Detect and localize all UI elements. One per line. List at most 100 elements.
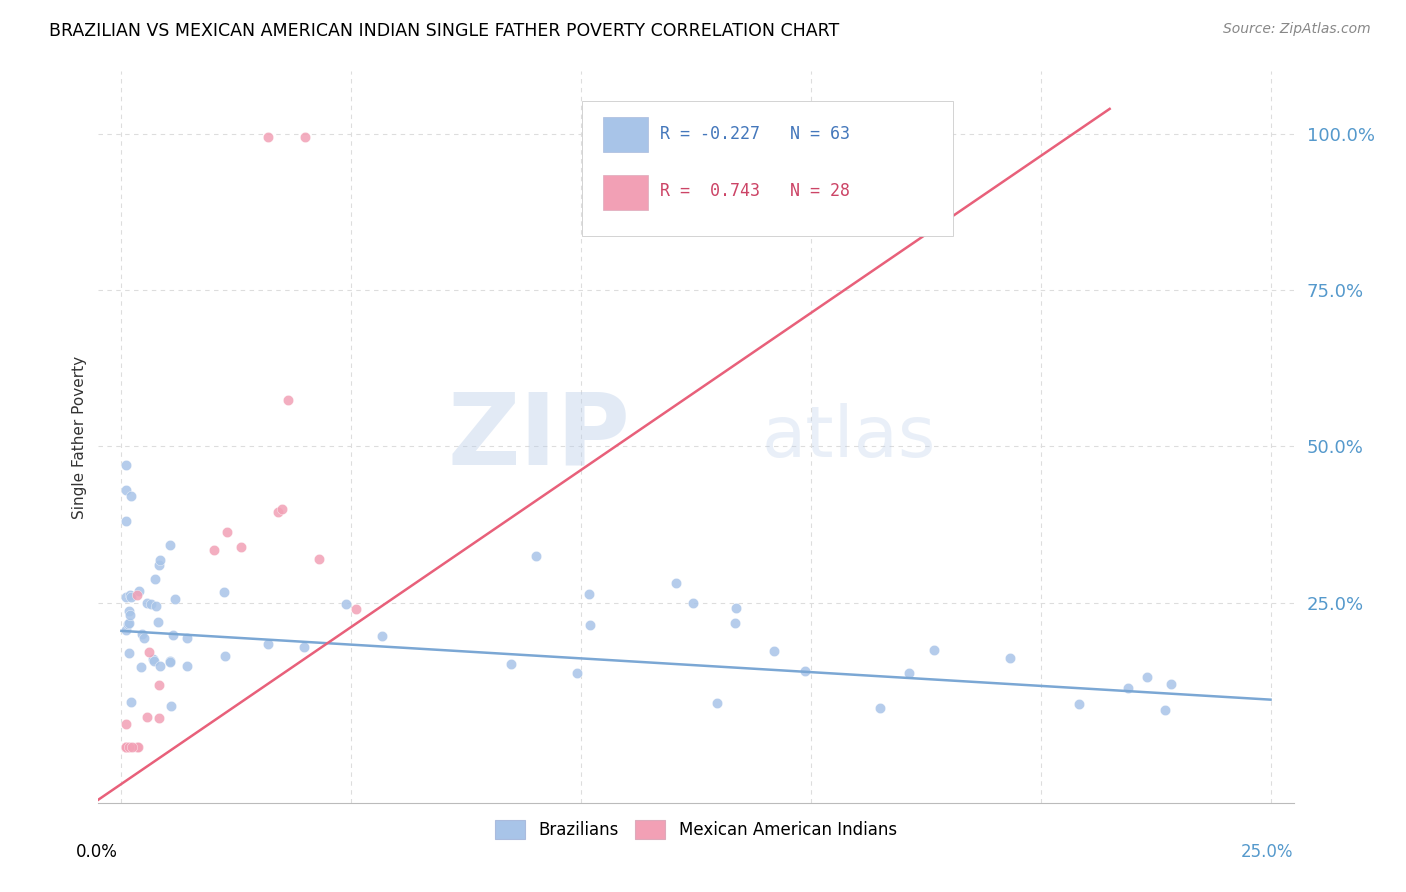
Point xyxy=(159,655,181,669)
Point xyxy=(1069,697,1091,711)
Point xyxy=(724,601,747,615)
Text: R = -0.227   N = 63: R = -0.227 N = 63 xyxy=(661,125,851,143)
Point xyxy=(176,658,198,673)
Point xyxy=(148,615,170,630)
Point xyxy=(159,538,181,552)
Point xyxy=(139,597,162,611)
Point xyxy=(120,588,142,602)
Point xyxy=(132,631,155,645)
Point xyxy=(869,701,891,715)
Point xyxy=(120,590,142,604)
Point xyxy=(148,677,170,691)
Text: Source: ZipAtlas.com: Source: ZipAtlas.com xyxy=(1223,22,1371,37)
Point xyxy=(335,597,357,611)
Point xyxy=(344,602,367,616)
Point xyxy=(271,502,294,516)
Point xyxy=(142,655,165,669)
Point xyxy=(159,654,181,668)
Point xyxy=(793,664,815,678)
Point xyxy=(212,585,235,599)
Point xyxy=(148,558,170,572)
Text: R =  0.743   N = 28: R = 0.743 N = 28 xyxy=(661,182,851,200)
Point xyxy=(115,739,138,754)
Point xyxy=(578,618,600,632)
Point xyxy=(1160,677,1182,691)
Point xyxy=(162,628,184,642)
Point xyxy=(277,393,299,408)
Point xyxy=(145,599,167,613)
Point xyxy=(165,591,187,606)
Point xyxy=(118,646,141,660)
Point xyxy=(501,657,523,671)
Point xyxy=(115,739,138,754)
Point xyxy=(202,543,225,558)
Point xyxy=(1116,681,1139,695)
Text: ZIP: ZIP xyxy=(447,389,630,485)
FancyBboxPatch shape xyxy=(582,101,953,235)
Point xyxy=(149,553,172,567)
Point xyxy=(308,552,330,566)
Point xyxy=(115,623,138,637)
FancyBboxPatch shape xyxy=(603,117,648,152)
Point xyxy=(292,640,315,654)
Point xyxy=(257,637,280,651)
Point xyxy=(121,739,143,754)
Point xyxy=(129,660,152,674)
Point xyxy=(118,615,141,630)
Point xyxy=(565,665,588,680)
Point xyxy=(115,739,138,754)
Y-axis label: Single Father Poverty: Single Father Poverty xyxy=(72,356,87,518)
Point xyxy=(922,643,945,657)
Point xyxy=(1154,703,1177,717)
Point xyxy=(294,130,316,145)
Point xyxy=(664,575,686,590)
Point xyxy=(115,483,138,498)
Point xyxy=(120,695,142,709)
Point xyxy=(257,130,280,145)
Text: BRAZILIAN VS MEXICAN AMERICAN INDIAN SINGLE FATHER POVERTY CORRELATION CHART: BRAZILIAN VS MEXICAN AMERICAN INDIAN SIN… xyxy=(49,22,839,40)
Point xyxy=(724,615,747,630)
Point xyxy=(115,739,138,754)
Point xyxy=(143,573,166,587)
Point xyxy=(1136,670,1159,684)
Point xyxy=(115,739,138,754)
Point xyxy=(118,739,141,754)
Point xyxy=(125,739,148,754)
Point xyxy=(578,587,600,601)
Point xyxy=(115,590,138,604)
Point xyxy=(131,627,153,641)
Point xyxy=(136,710,159,724)
Text: 0.0%: 0.0% xyxy=(76,843,117,861)
Point xyxy=(149,658,172,673)
Point xyxy=(998,650,1021,665)
Point xyxy=(115,515,138,529)
Point xyxy=(371,629,394,643)
Point xyxy=(229,540,252,554)
Legend: Brazilians, Mexican American Indians: Brazilians, Mexican American Indians xyxy=(488,814,904,846)
Point xyxy=(127,588,149,602)
Text: 25.0%: 25.0% xyxy=(1241,843,1294,861)
Point xyxy=(682,596,704,610)
Point xyxy=(120,607,142,622)
Point xyxy=(115,717,138,731)
Text: atlas: atlas xyxy=(762,402,936,472)
Point xyxy=(142,652,165,666)
FancyBboxPatch shape xyxy=(603,175,648,211)
Point xyxy=(160,698,183,713)
Point xyxy=(115,739,138,754)
Point xyxy=(136,596,159,610)
Point xyxy=(214,648,236,663)
Point xyxy=(897,666,920,681)
Point xyxy=(115,739,138,754)
Point xyxy=(127,739,149,754)
Point xyxy=(117,617,139,632)
Point xyxy=(115,458,138,473)
Point xyxy=(176,631,198,645)
Point xyxy=(706,696,728,710)
Point xyxy=(148,711,170,725)
Point xyxy=(115,739,138,754)
Point xyxy=(762,644,785,658)
Point xyxy=(118,604,141,618)
Point xyxy=(128,583,150,598)
Point xyxy=(138,645,160,659)
